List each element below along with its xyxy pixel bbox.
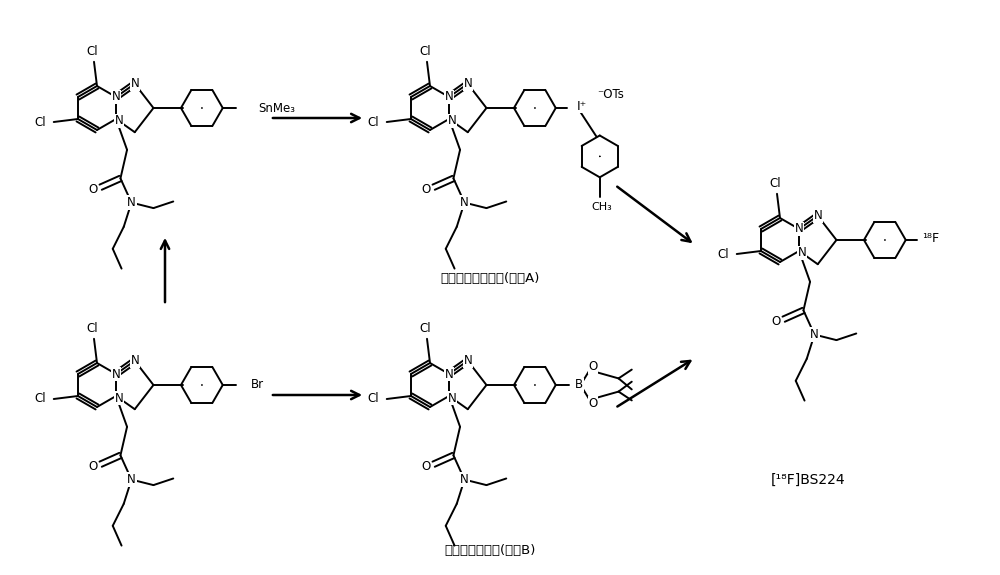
Text: N: N [795,223,803,236]
Text: Cl: Cl [717,247,729,260]
Text: O: O [588,360,598,373]
Text: N: N [460,196,469,209]
Text: O: O [421,183,430,196]
Text: N: N [130,354,139,367]
Text: ⁻OTs: ⁻OTs [597,89,624,102]
Text: O: O [588,397,598,410]
Text: O: O [771,315,780,328]
Text: N: N [112,367,120,381]
Text: N: N [115,392,123,404]
Text: Cl: Cl [34,116,46,128]
Text: N: N [448,114,456,128]
Text: Cl: Cl [769,177,781,190]
Text: O: O [421,459,430,473]
Text: N: N [112,90,120,104]
Text: N: N [798,247,806,259]
Text: N: N [460,473,469,486]
Text: Cl: Cl [367,393,379,405]
Text: Cl: Cl [367,116,379,128]
Text: 频哪醇硼酯前体(前体B): 频哪醇硼酯前体(前体B) [444,543,536,557]
Text: Cl: Cl [86,323,98,335]
Text: N: N [445,367,453,381]
Text: N: N [127,196,136,209]
Text: N: N [115,114,123,128]
Text: B: B [575,378,583,392]
Text: N: N [810,328,819,341]
Text: N: N [463,354,472,367]
Text: 二芳基碘鎓盐前体(前体A): 二芳基碘鎓盐前体(前体A) [440,271,540,285]
Text: O: O [88,183,97,196]
Text: I⁺: I⁺ [577,99,587,113]
Text: Cl: Cl [34,393,46,405]
Text: SnMe₃: SnMe₃ [258,102,295,114]
Text: N: N [130,77,139,90]
Text: N: N [463,77,472,90]
Text: CH₃: CH₃ [591,202,612,212]
Text: ¹⁸F: ¹⁸F [922,232,939,246]
Text: Cl: Cl [419,323,431,335]
Text: Br: Br [251,378,264,392]
Text: N: N [445,90,453,104]
Text: N: N [127,473,136,486]
Text: [¹⁸F]BS224: [¹⁸F]BS224 [771,473,845,487]
Text: Cl: Cl [86,45,98,58]
Text: N: N [448,392,456,404]
Text: N: N [813,209,822,223]
Text: Cl: Cl [419,45,431,58]
Text: O: O [88,459,97,473]
